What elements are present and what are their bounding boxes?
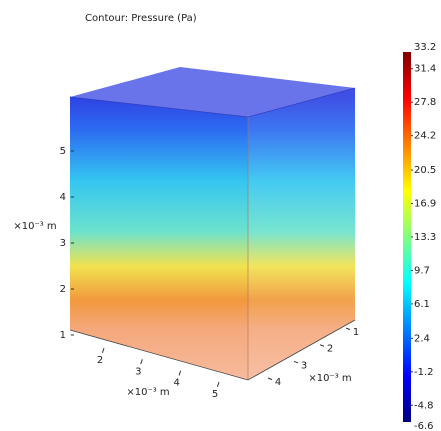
y_axis-tick	[267, 377, 273, 381]
colorbar-max-label: 33.2	[414, 42, 436, 53]
y_axis-tick	[293, 360, 299, 364]
x_axis-tick-label: 4	[173, 378, 179, 389]
y_axis-label: ×10⁻³ m	[308, 373, 351, 384]
y_axis-tick-label: 3	[301, 360, 307, 371]
z_axis-label: ×10⁻³ m	[13, 221, 56, 232]
colorbar-tick-label: -1.2	[414, 367, 434, 378]
colorbar-tick-label: 24.2	[414, 131, 436, 142]
x_axis-label: ×10⁻³ m	[126, 387, 169, 398]
z_axis-tick-label: 2	[60, 284, 66, 295]
x_axis-tick-label: 5	[212, 389, 218, 400]
x_axis-tick-label: 3	[135, 366, 141, 377]
colorbar-tick-label: 13.3	[414, 232, 436, 243]
colorbar-tick-label: 20.5	[414, 165, 436, 176]
y_axis-tick	[345, 327, 351, 331]
x_axis-tick	[101, 347, 105, 353]
z_axis-tick-label: 5	[60, 146, 66, 157]
top-face	[70, 67, 355, 117]
front-left-face	[70, 97, 248, 380]
z_axis-tick-label: 1	[60, 330, 66, 341]
y_axis-tick-label: 4	[275, 377, 281, 388]
x_axis-tick-label: 2	[97, 355, 103, 366]
volume	[69, 67, 356, 381]
colorbar-tick-label: 9.7	[414, 265, 430, 276]
x_axis-tick	[216, 381, 220, 387]
front-right-face	[248, 88, 355, 380]
colorbar-tick-label: 31.4	[414, 64, 436, 75]
y_axis-tick	[319, 344, 325, 347]
colorbar-tick-label: 2.4	[414, 333, 430, 344]
z_axis-tick-label: 4	[60, 192, 66, 203]
colorbar-tick-label: 6.1	[414, 299, 430, 310]
z_axis-tick-label: 3	[60, 238, 66, 249]
chart-title: Contour: Pressure (Pa)	[85, 13, 197, 24]
colorbar-min-label: -6.6	[414, 421, 434, 431]
colorbar-tick-label: 27.8	[414, 97, 436, 108]
colorbar	[403, 52, 411, 422]
colorbar-tick-label: 16.9	[414, 199, 436, 210]
colorbar-tick-label: -4.8	[414, 400, 434, 411]
x_axis-tick	[178, 370, 182, 376]
y_axis-tick-label: 2	[327, 344, 333, 355]
y_axis-tick-label: 1	[353, 327, 359, 338]
x_axis-tick	[140, 359, 143, 365]
